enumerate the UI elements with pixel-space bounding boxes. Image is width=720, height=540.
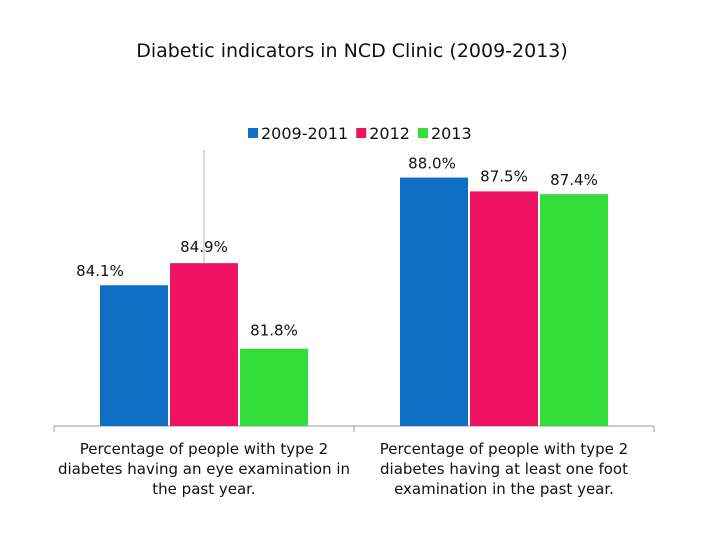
category-label: Percentage of people with type 2 bbox=[380, 440, 628, 458]
data-label: 84.1% bbox=[76, 262, 124, 280]
legend-label: 2013 bbox=[431, 124, 472, 143]
legend-label: 2009-2011 bbox=[261, 124, 348, 143]
bar bbox=[470, 191, 538, 426]
category-labels: Percentage of people with type 2 diabetes… bbox=[58, 440, 628, 498]
category-label: diabetes having at least one foot bbox=[380, 460, 628, 478]
bars bbox=[100, 177, 608, 426]
data-label: 87.5% bbox=[480, 167, 528, 185]
legend-swatch bbox=[417, 128, 428, 138]
category-label: the past year. bbox=[152, 480, 255, 498]
chart-title: Diabetic indicators in NCD Clinic (2009-… bbox=[136, 40, 568, 62]
category-label: examination in the past year. bbox=[394, 480, 614, 498]
category-label: diabetes having an eye examination in bbox=[58, 460, 350, 478]
bar bbox=[240, 348, 308, 426]
bar bbox=[170, 263, 238, 426]
legend: 2009-2011 2012 2013 bbox=[248, 124, 472, 143]
data-label: 84.9% bbox=[180, 238, 228, 256]
category-label: Percentage of people with type 2 bbox=[80, 440, 328, 458]
data-label: 81.8% bbox=[250, 322, 298, 340]
data-label: 87.4% bbox=[550, 171, 598, 189]
data-labels: 84.1% 84.9% 81.8% 88.0% 87.5% 87.4% bbox=[76, 155, 598, 340]
bar bbox=[100, 285, 168, 426]
bar bbox=[400, 177, 468, 426]
legend-label: 2012 bbox=[369, 124, 410, 143]
legend-swatch bbox=[248, 128, 258, 138]
legend-swatch bbox=[356, 128, 367, 138]
data-label: 88.0% bbox=[408, 155, 456, 173]
bar bbox=[540, 194, 608, 426]
